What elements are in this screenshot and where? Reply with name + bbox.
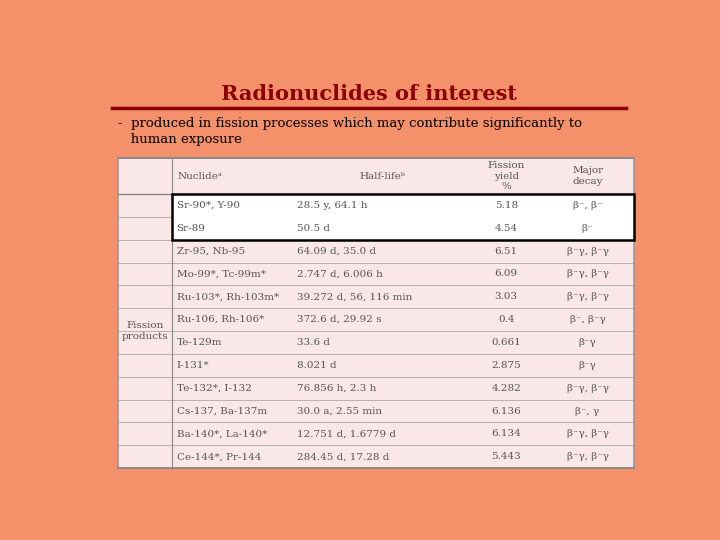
Text: 6.136: 6.136 (492, 407, 521, 415)
Text: 3.03: 3.03 (495, 292, 518, 301)
Text: β⁻γ, β⁻γ: β⁻γ, β⁻γ (567, 383, 608, 393)
Text: Te-129m: Te-129m (176, 338, 222, 347)
Text: Zr-95, Nb-95: Zr-95, Nb-95 (176, 247, 245, 255)
Text: 4.54: 4.54 (495, 224, 518, 233)
Text: β⁻γ, β⁻γ: β⁻γ, β⁻γ (567, 452, 608, 461)
Text: β⁻γ: β⁻γ (579, 361, 596, 370)
Text: 12.751 d, 1.6779 d: 12.751 d, 1.6779 d (297, 429, 396, 438)
Text: 0.4: 0.4 (498, 315, 515, 324)
Bar (118, 158, 634, 468)
Text: 6.51: 6.51 (495, 247, 518, 255)
Text: 50.5 d: 50.5 d (297, 224, 330, 233)
Text: 76.856 h, 2.3 h: 76.856 h, 2.3 h (297, 383, 376, 393)
Text: β⁻γ, β⁻γ: β⁻γ, β⁻γ (567, 429, 608, 438)
Text: 0.661: 0.661 (492, 338, 521, 347)
Text: Mo-99*, Tc-99m*: Mo-99*, Tc-99m* (176, 269, 266, 279)
Text: Ce-144*, Pr-144: Ce-144*, Pr-144 (176, 452, 261, 461)
Text: -  produced in fission processes which may contribute significantly to: - produced in fission processes which ma… (118, 117, 582, 130)
Bar (172, 194, 634, 240)
Text: 33.6 d: 33.6 d (297, 338, 330, 347)
Text: Radionuclides of interest: Radionuclides of interest (221, 84, 517, 104)
Text: Sr-90*, Y-90: Sr-90*, Y-90 (176, 201, 240, 210)
Text: 28.5 y, 64.1 h: 28.5 y, 64.1 h (297, 201, 367, 210)
Text: Nuclideᵃ: Nuclideᵃ (178, 172, 222, 181)
Text: β⁻γ, β⁻γ: β⁻γ, β⁻γ (567, 247, 608, 255)
Text: Half-lifeᵇ: Half-lifeᵇ (359, 172, 405, 181)
Text: 39.272 d, 56, 116 min: 39.272 d, 56, 116 min (297, 292, 412, 301)
Text: Ba-140*, La-140*: Ba-140*, La-140* (176, 429, 267, 438)
Text: 5.443: 5.443 (492, 452, 521, 461)
Text: 64.09 d, 35.0 d: 64.09 d, 35.0 d (297, 247, 376, 255)
Text: 4.282: 4.282 (492, 383, 521, 393)
Text: β⁻: β⁻ (582, 224, 593, 233)
Text: β⁻γ, β⁻γ: β⁻γ, β⁻γ (567, 269, 608, 279)
Text: Te-132*, I-132: Te-132*, I-132 (176, 383, 251, 393)
Text: 8.021 d: 8.021 d (297, 361, 336, 370)
Text: human exposure: human exposure (118, 133, 242, 146)
Text: 5.18: 5.18 (495, 201, 518, 210)
Text: Fission
products: Fission products (122, 321, 168, 341)
Text: β⁻γ: β⁻γ (579, 338, 596, 347)
Text: Cs-137, Ba-137m: Cs-137, Ba-137m (176, 407, 266, 415)
Text: Ru-103*, Rh-103m*: Ru-103*, Rh-103m* (176, 292, 279, 301)
Text: 30.0 a, 2.55 min: 30.0 a, 2.55 min (297, 407, 382, 415)
Text: 6.134: 6.134 (492, 429, 521, 438)
Text: β⁻γ, β⁻γ: β⁻γ, β⁻γ (567, 292, 608, 301)
Text: β⁻, β⁻γ: β⁻, β⁻γ (570, 315, 606, 324)
Text: 284.45 d, 17.28 d: 284.45 d, 17.28 d (297, 452, 389, 461)
Text: 6.09: 6.09 (495, 269, 518, 279)
Text: 372.6 d, 29.92 s: 372.6 d, 29.92 s (297, 315, 381, 324)
Text: β⁻, β⁻: β⁻, β⁻ (573, 201, 603, 210)
Text: Major
decay: Major decay (572, 166, 603, 186)
Text: 2.747 d, 6.006 h: 2.747 d, 6.006 h (297, 269, 382, 279)
Text: Fission
yield
%: Fission yield % (487, 161, 525, 191)
Text: β⁻, γ: β⁻, γ (575, 407, 600, 415)
Text: 2.875: 2.875 (492, 361, 521, 370)
Text: Ru-106, Rh-106*: Ru-106, Rh-106* (176, 315, 264, 324)
Text: Sr-89: Sr-89 (176, 224, 205, 233)
Text: I-131*: I-131* (176, 361, 210, 370)
